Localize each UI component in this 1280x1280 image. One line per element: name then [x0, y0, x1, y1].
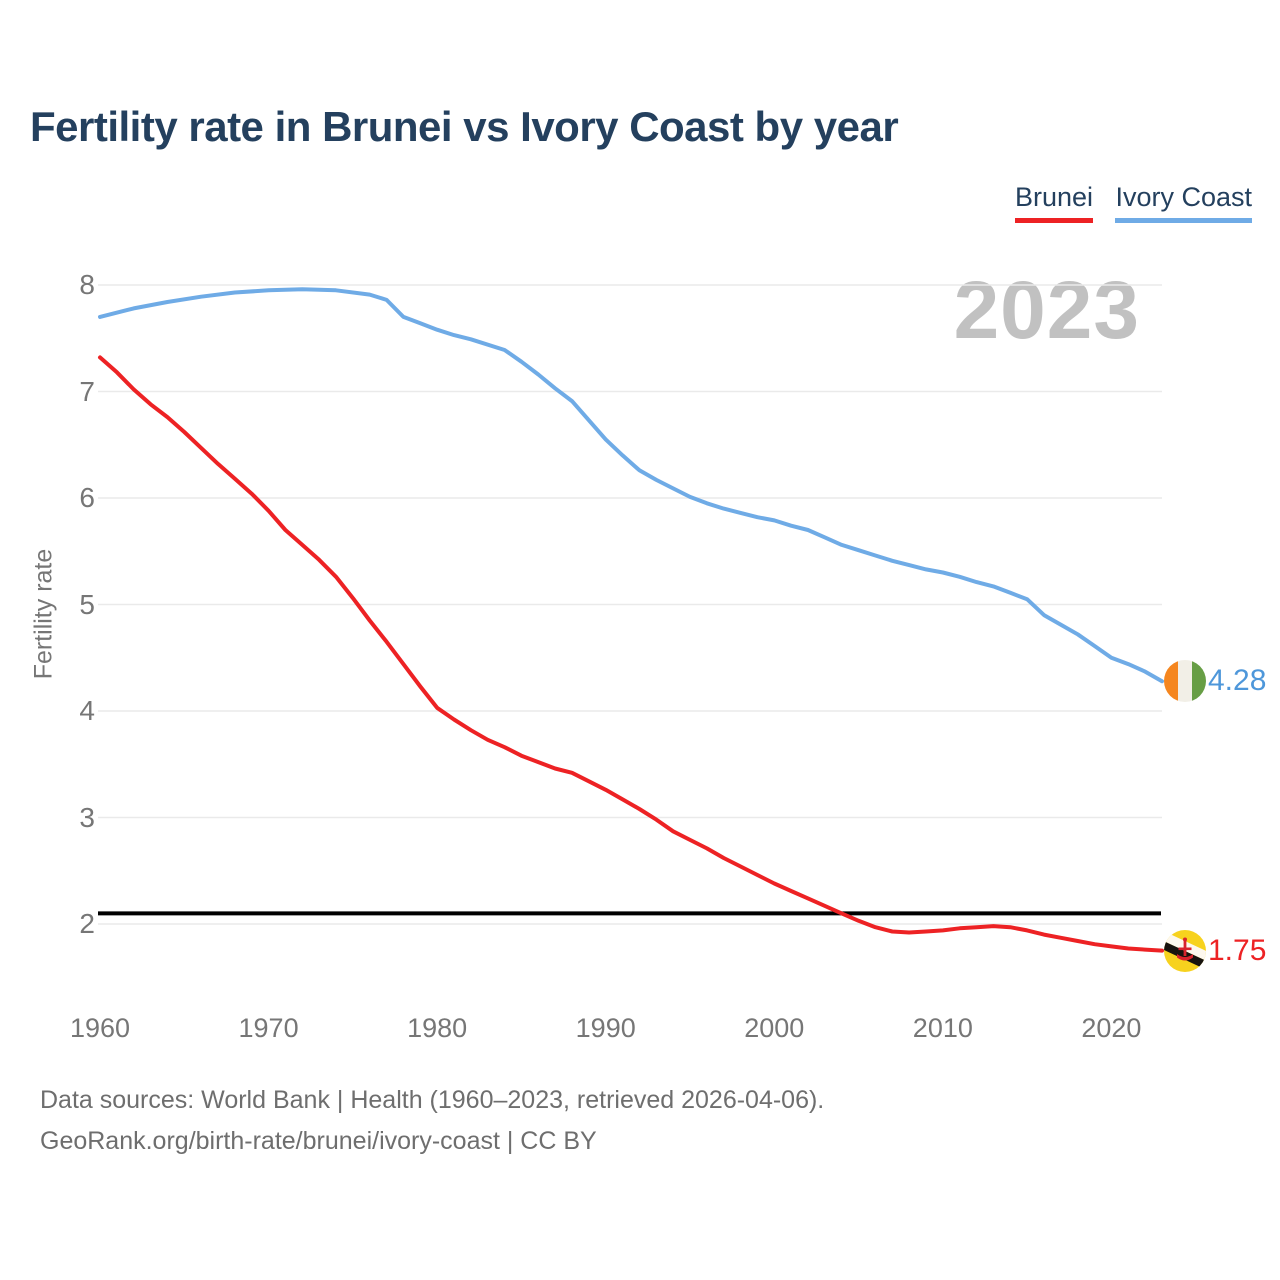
ivory-coast-flag-icon — [1164, 660, 1206, 703]
brunei-end-value: 1.75 — [1208, 933, 1267, 967]
brunei-flag-icon — [1164, 929, 1206, 972]
x-tick-label-2010: 2010 — [912, 1013, 973, 1043]
watermark-year: 2023 — [953, 265, 1140, 356]
legend-item-ivory-coast[interactable]: Ivory Coast — [1115, 182, 1252, 223]
source-line-2: GeoRank.org/birth-rate/brunei/ivory-coas… — [40, 1127, 597, 1155]
y-tick-label-8: 8 — [79, 269, 95, 300]
source-line-1: Data sources: World Bank | Health (1960–… — [40, 1086, 825, 1114]
series-line-ivory-coast — [98, 287, 1164, 684]
x-tick-label-1980: 1980 — [407, 1013, 468, 1043]
ivory-coast-end-value: 4.28 — [1208, 664, 1267, 698]
x-tick-label-1970: 1970 — [238, 1013, 299, 1043]
chart-legend: Brunei Ivory Coast — [997, 182, 1252, 223]
x-tick-label-1960: 1960 — [69, 1013, 131, 1043]
y-tick-label-6: 6 — [79, 482, 95, 513]
series-line-brunei — [98, 355, 1164, 953]
y-tick-label-3: 3 — [79, 801, 95, 833]
y-tick-label-2: 2 — [79, 908, 95, 939]
x-tick-label-2020: 2020 — [1081, 1013, 1142, 1043]
legend-item-brunei[interactable]: Brunei — [1014, 182, 1093, 223]
y-tick-label-5: 5 — [79, 588, 95, 620]
x-tick-label-2000: 2000 — [744, 1013, 805, 1043]
source-attribution: Data sources: World Bank | Health (1960–… — [40, 1080, 824, 1162]
x-tick-label-1990: 1990 — [575, 1013, 636, 1043]
y-tick-label-4: 4 — [79, 695, 95, 726]
page-title: Fertility rate in Brunei vs Ivory Coast … — [30, 103, 899, 150]
y-tick-label-7: 7 — [79, 375, 95, 407]
